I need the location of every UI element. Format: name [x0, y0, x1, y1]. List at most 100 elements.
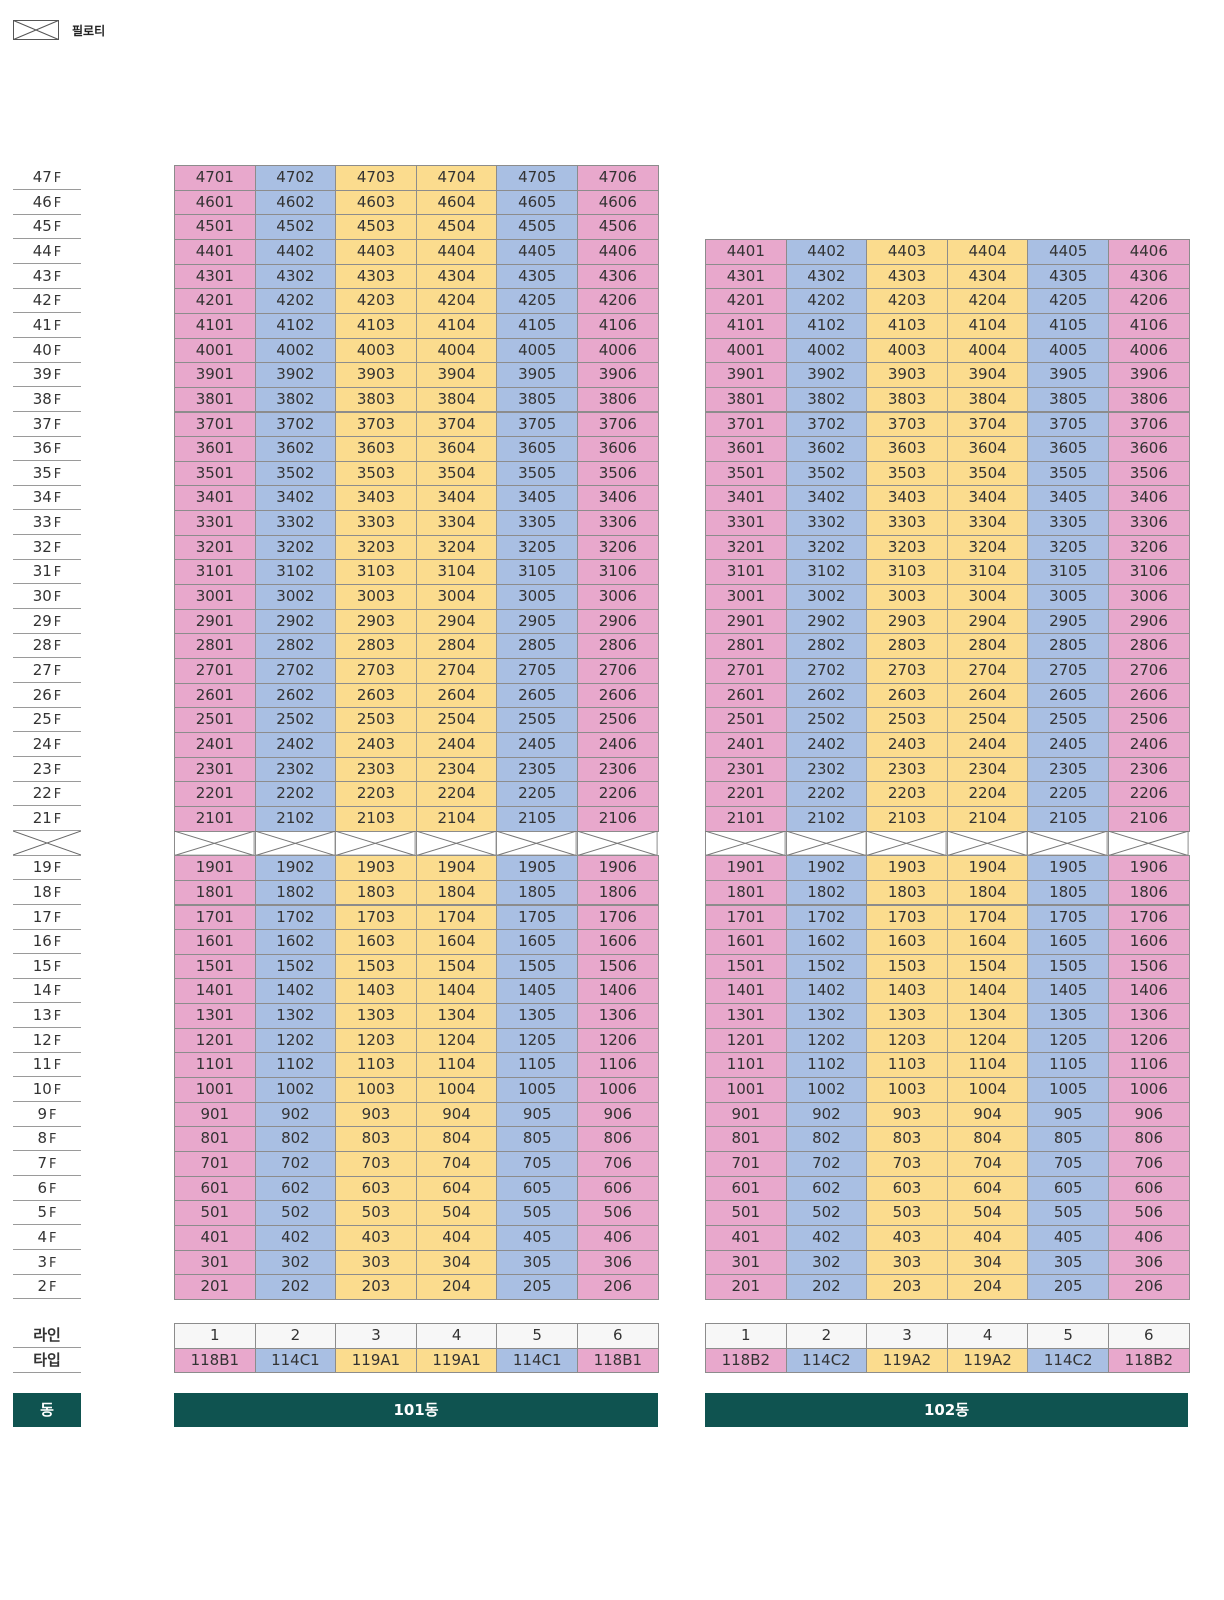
unit-cell: 1502 [785, 953, 868, 980]
floor-number: 31 [32, 562, 52, 581]
floor-suffix: F [53, 664, 62, 679]
floor-label: 42 F [13, 288, 81, 314]
unit-cell: 1801 [705, 879, 787, 906]
unit-cell: 2706 [577, 658, 659, 684]
unit-cell: 4302 [254, 263, 337, 290]
floor-label: 35 F [13, 461, 81, 486]
unit-cell: 3002 [254, 584, 337, 610]
unit-cell: 3702 [785, 411, 868, 438]
unit-cell: 703 [335, 1151, 417, 1177]
unit-cell: 301 [174, 1249, 256, 1276]
unit-cell: 4304 [415, 263, 498, 290]
unit-cell: 2101 [174, 805, 256, 832]
unit-cell: 3506 [1108, 460, 1190, 487]
unit-cell: 3004 [946, 584, 1029, 610]
unit-cell: 3604 [946, 436, 1029, 462]
floor-number: 9 [37, 1104, 48, 1123]
unit-cell: 1201 [174, 1027, 256, 1054]
unit-cell: 3106 [1108, 559, 1190, 586]
unit-cell: 2705 [496, 658, 578, 684]
floor-label: 38 F [13, 387, 81, 412]
unit-cell: 4106 [577, 312, 659, 339]
unit-cell: 305 [496, 1249, 578, 1276]
floor-label: 25 F [13, 707, 81, 733]
unit-cell: 3101 [705, 559, 787, 586]
unit-cell: 1506 [577, 953, 659, 980]
unit-cell: 1902 [254, 855, 337, 881]
unit-cell: 3904 [415, 362, 498, 388]
unit-cell: 3502 [785, 460, 868, 487]
floor-number: 42 [32, 291, 52, 310]
unit-cell: 3401 [174, 485, 256, 512]
unit-cell: 1702 [254, 904, 337, 931]
unit-cell: 605 [496, 1175, 578, 1202]
unit-cell: 3701 [705, 411, 787, 438]
unit-cell: 4305 [496, 263, 578, 290]
dong-label: 동 [13, 1393, 81, 1427]
unit-cell: 1903 [866, 855, 948, 881]
unit-cell: 4006 [577, 337, 659, 364]
unit-cell: 3804 [415, 386, 498, 413]
unit-cell: 1905 [1027, 855, 1109, 881]
unit-cell: 2905 [1027, 608, 1109, 635]
unit-cell: 2503 [335, 707, 417, 733]
unit-cell: 3406 [1108, 485, 1190, 512]
floor-suffix: F [53, 195, 62, 211]
unit-cell: 402 [254, 1224, 337, 1251]
piloti-cell [174, 830, 255, 856]
unit-cell: 2304 [946, 756, 1029, 783]
floor-number: 29 [32, 611, 52, 630]
unit-cell: 4101 [174, 312, 256, 339]
unit-cell: 2102 [785, 805, 868, 832]
unit-cell: 4503 [335, 214, 417, 240]
floor-suffix: F [53, 590, 62, 606]
unit-cell: 2501 [705, 707, 787, 733]
unit-cell: 2605 [496, 682, 578, 709]
floor-suffix: F [53, 491, 62, 507]
unit-cell: 1102 [785, 1052, 868, 1079]
unit-cell: 1001 [174, 1077, 256, 1103]
floor-suffix: F [53, 984, 62, 1000]
floor-label: 15 F [13, 954, 81, 979]
unit-cell: 3205 [496, 534, 578, 561]
floor-label: 41 F [13, 313, 81, 338]
floor-label: 18 F [13, 880, 81, 905]
unit-cell: 2503 [866, 707, 948, 733]
unit-cell: 201 [174, 1274, 256, 1300]
unit-cell: 804 [946, 1126, 1029, 1152]
floor-suffix: F [53, 688, 62, 704]
unit-cell: 4303 [866, 263, 948, 290]
unit-cell: 1504 [415, 953, 498, 980]
unit-cell: 1303 [866, 1003, 948, 1029]
unit-cell: 4202 [785, 288, 868, 314]
unit-cell: 2902 [254, 608, 337, 635]
unit-cell: 2406 [1108, 731, 1190, 758]
floor-number: 8 [37, 1129, 48, 1148]
floor-suffix: F [53, 787, 62, 803]
type-cell: 118B2 [1108, 1348, 1190, 1373]
unit-cell: 206 [577, 1274, 659, 1300]
line-number-cell: 2 [785, 1323, 868, 1349]
unit-cell: 1002 [785, 1077, 868, 1103]
floor-label: 26 F [13, 683, 81, 708]
unit-cell: 3205 [1027, 534, 1109, 561]
unit-cell: 3802 [254, 386, 337, 413]
unit-cell: 1204 [415, 1027, 498, 1054]
floor-label: 47 F [13, 165, 81, 190]
unit-cell: 3102 [785, 559, 868, 586]
unit-cell: 3505 [1027, 460, 1109, 487]
unit-cell: 1806 [1108, 879, 1190, 906]
unit-cell: 3901 [705, 362, 787, 388]
piloti-cell [335, 830, 416, 856]
unit-cell: 2401 [705, 731, 787, 758]
unit-cell: 3905 [1027, 362, 1109, 388]
floor-suffix: F [49, 1255, 57, 1271]
unit-cell: 2906 [577, 608, 659, 635]
floor-label: 43 F [13, 264, 81, 289]
legend: 필로티 [13, 20, 105, 40]
unit-cell: 1804 [415, 879, 498, 906]
piloti-cell [1027, 830, 1108, 856]
unit-cell: 3802 [785, 386, 868, 413]
floor-suffix: F [53, 737, 62, 753]
unit-cell: 502 [254, 1200, 337, 1226]
